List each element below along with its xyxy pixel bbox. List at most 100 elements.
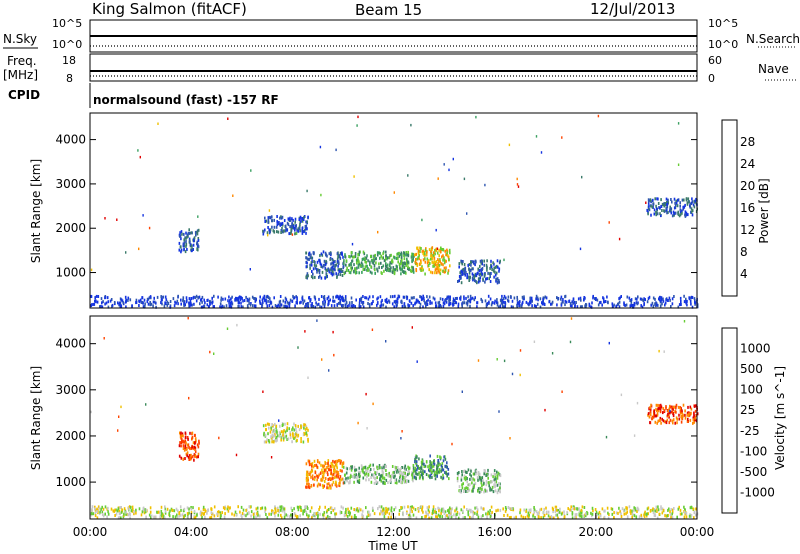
echo-cell (332, 263, 335, 267)
echo-cell (313, 263, 316, 267)
echo-cell (460, 276, 462, 280)
echo-cell (292, 434, 294, 438)
echo-cell (426, 506, 429, 510)
echo-cell (691, 197, 693, 201)
echo-cell (471, 260, 474, 264)
echo-cell (293, 512, 296, 516)
echo-cell (457, 302, 460, 306)
echo-cell (128, 506, 130, 509)
echo-cell (676, 421, 678, 425)
echo-cell (101, 505, 103, 509)
echo-cell (355, 271, 358, 274)
echo-cell (652, 511, 655, 514)
echo-cell (625, 512, 627, 516)
echo-cell (269, 228, 272, 232)
echo-cell (368, 303, 371, 307)
echo-cell (337, 254, 339, 258)
echo-cell (420, 247, 422, 250)
echo-cell (472, 267, 474, 271)
echo-cell (330, 304, 333, 308)
echo-cell (425, 253, 428, 257)
echo-cell (461, 390, 463, 393)
echo-cell (240, 505, 243, 509)
echo-cell (414, 460, 416, 464)
echo-cell (161, 512, 163, 516)
echo-cell (640, 513, 643, 517)
echo-cell (190, 303, 192, 307)
echo-cell (370, 265, 372, 269)
echo-cell (273, 511, 276, 515)
echo-cell (640, 515, 643, 519)
echo-cell (186, 454, 188, 458)
echo-cell (329, 468, 331, 472)
echo-cell (488, 481, 490, 485)
echo-cell (372, 475, 375, 479)
echo-cell (325, 253, 327, 257)
echo-cell (421, 473, 424, 477)
echo-cell (146, 297, 149, 301)
echo-cell (443, 455, 445, 459)
echo-cell (321, 253, 324, 257)
echo-cell (630, 300, 633, 304)
echo-cell (434, 473, 437, 477)
echo-cell (595, 514, 598, 518)
echo-cell (417, 255, 420, 259)
echo-cell (297, 508, 300, 512)
echo-cell (229, 299, 231, 303)
echo-cell (299, 301, 301, 305)
echo-cell (299, 229, 301, 233)
echo-cell (400, 261, 403, 265)
echo-cell (596, 298, 599, 302)
echo-cell (264, 220, 266, 223)
echo-cell (181, 232, 183, 236)
echo-cell (277, 303, 280, 307)
echo-cell (102, 507, 105, 511)
echo-cell (400, 480, 402, 484)
echo-cell (241, 296, 243, 300)
echo-cell (377, 296, 379, 300)
echo-cell (374, 257, 377, 261)
echo-cell (418, 457, 420, 461)
colorbar-tick-label: 28 (740, 135, 755, 149)
echo-cell (283, 507, 285, 511)
y-tick-label: 4000 (55, 133, 86, 147)
echo-cell (674, 201, 676, 205)
echo-cell (470, 263, 472, 267)
echo-cell (423, 296, 425, 300)
echo-cell (470, 510, 472, 514)
echo-cell (419, 466, 422, 470)
echo-cell (125, 510, 127, 514)
echo-cell (428, 259, 430, 263)
echo-cell (343, 299, 345, 303)
echo-cell (116, 218, 118, 221)
echo-cell (400, 467, 402, 471)
echo-cell (318, 473, 320, 477)
echo-cell (421, 463, 423, 467)
echo-cell (383, 480, 385, 484)
echo-cell (311, 464, 313, 468)
echo-cell (213, 514, 216, 518)
echo-cell (435, 260, 438, 263)
echo-cell (437, 464, 440, 468)
echo-cell (615, 511, 618, 515)
echo-cell (559, 507, 561, 511)
echo-cell (101, 510, 104, 514)
x-tick-label: 04:00 (174, 525, 209, 539)
echo-cell (330, 266, 333, 270)
echo-cell (305, 231, 307, 235)
echo-cell (477, 515, 480, 519)
echo-cell (344, 253, 346, 257)
echo-cell (407, 303, 409, 307)
echo-cell (441, 477, 444, 481)
echo-cell (185, 300, 188, 304)
echo-cell (283, 219, 286, 222)
echo-cell (306, 505, 308, 509)
echo-cell (602, 296, 604, 300)
echo-cell (183, 241, 186, 245)
echo-cluster (413, 246, 451, 276)
echo-cell (383, 465, 385, 469)
echo-cell (438, 304, 440, 308)
echo-cell (307, 439, 309, 443)
echo-cell (184, 444, 187, 448)
echo-cell (381, 298, 383, 302)
